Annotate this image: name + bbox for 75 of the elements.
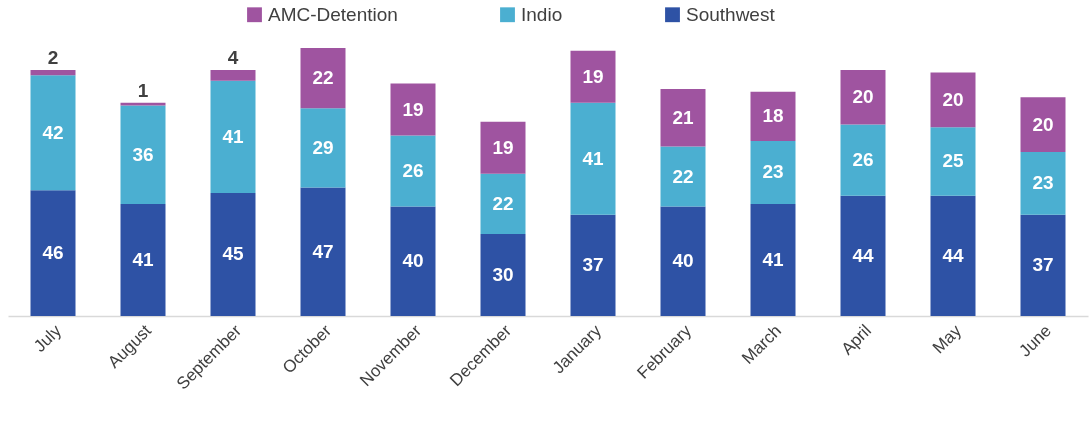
bar [570,102,616,215]
bar [300,187,346,316]
bar [30,75,76,191]
data-label: 19 [402,98,424,120]
data-label: 2 [47,46,59,68]
data-label: 22 [312,67,334,89]
bar [750,140,796,204]
bar [480,233,526,316]
data-label: 44 [942,244,964,266]
data-label: 41 [222,125,244,147]
data-label: 40 [672,250,694,272]
data-label: 22 [672,165,694,187]
bar [750,91,796,141]
bar [1020,214,1066,316]
data-label: 19 [492,136,514,158]
data-label: 1 [137,79,149,101]
bar [1020,151,1066,215]
bar [390,135,436,207]
x-tick-label: July [30,320,66,356]
data-label: 21 [672,106,694,128]
bar [930,127,976,196]
data-label: 22 [492,192,514,214]
data-label: 26 [402,160,424,182]
legend-label: Indio [521,3,563,25]
bar [750,203,796,316]
data-label: 45 [222,243,244,265]
bar [840,124,886,196]
legend-label: AMC-Detention [268,3,398,25]
bar [390,83,436,136]
data-label: 37 [582,254,604,276]
data-label: 25 [942,150,964,172]
data-label: 41 [132,248,154,270]
data-label: 41 [762,248,784,270]
data-label: 46 [42,242,64,264]
bar [210,69,256,81]
data-label: 36 [132,143,154,165]
bar [840,195,886,316]
bar [930,195,976,316]
data-label: 23 [1032,172,1054,194]
bar [120,203,166,316]
data-label: 20 [1032,113,1054,135]
data-label: 29 [312,136,334,158]
data-label: 40 [402,250,424,272]
data-label: 30 [492,263,514,285]
data-label: 19 [582,65,604,87]
bar [660,146,706,207]
data-label: 47 [312,240,334,262]
bar [390,206,436,316]
data-label: 26 [852,149,874,171]
bar [1020,97,1066,152]
data-label: 37 [1032,254,1054,276]
bar [570,50,616,103]
bar [300,108,346,188]
bar [840,69,886,125]
bar [30,69,76,76]
data-label: 18 [762,105,784,127]
bar [930,72,976,128]
data-label: 23 [762,161,784,183]
data-label: 20 [852,86,874,108]
data-label: 44 [852,244,874,266]
bar [210,192,256,316]
bar [480,121,526,174]
data-label: 20 [942,88,964,110]
legend-label: Southwest [686,3,776,25]
bar [300,48,346,109]
bar [210,80,256,193]
data-label: 4 [227,46,239,68]
data-label: 42 [42,121,64,143]
bar [30,190,76,316]
bar [660,206,706,316]
bar [570,214,616,316]
bar [660,89,706,147]
data-label: 41 [582,147,604,169]
bar [120,105,166,204]
bar [480,173,526,234]
